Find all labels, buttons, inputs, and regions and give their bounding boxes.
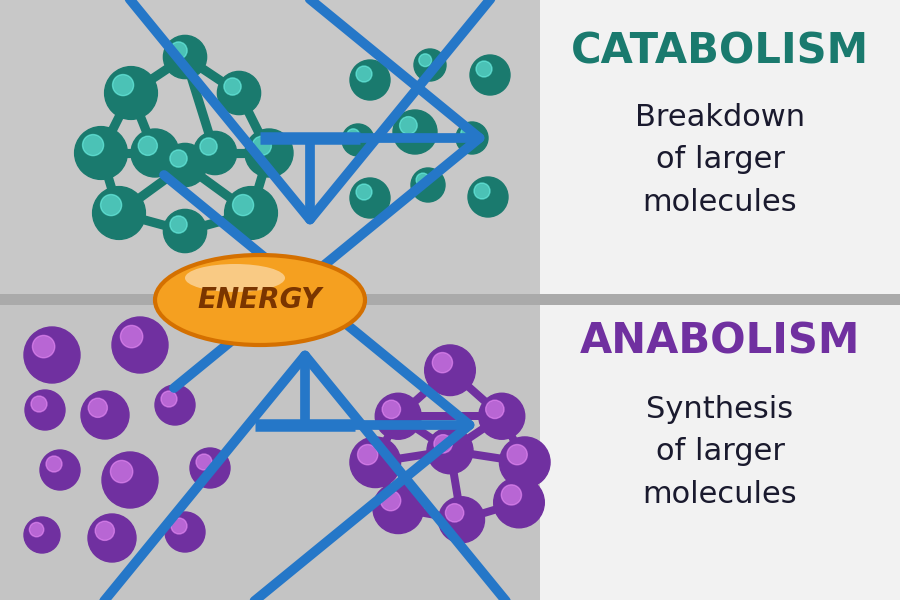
- Ellipse shape: [155, 255, 365, 345]
- Bar: [0, 0, 540, 300]
- Circle shape: [494, 477, 544, 528]
- Circle shape: [171, 518, 187, 534]
- Bar: [0, 294, 900, 305]
- Circle shape: [88, 514, 136, 562]
- Circle shape: [356, 66, 372, 82]
- Circle shape: [75, 127, 128, 179]
- Circle shape: [373, 483, 424, 533]
- Circle shape: [81, 391, 129, 439]
- Circle shape: [350, 178, 390, 218]
- Circle shape: [346, 129, 360, 142]
- Circle shape: [200, 138, 217, 155]
- Circle shape: [164, 35, 207, 79]
- Circle shape: [225, 187, 277, 239]
- Circle shape: [507, 445, 527, 465]
- Circle shape: [40, 450, 80, 490]
- Circle shape: [350, 437, 400, 488]
- Ellipse shape: [185, 264, 285, 292]
- Circle shape: [95, 521, 114, 541]
- Circle shape: [101, 194, 122, 215]
- Circle shape: [164, 209, 207, 253]
- Circle shape: [501, 485, 521, 505]
- Circle shape: [112, 74, 133, 95]
- Circle shape: [381, 491, 400, 511]
- Circle shape: [165, 512, 205, 552]
- Circle shape: [418, 54, 432, 67]
- Circle shape: [400, 116, 418, 134]
- Circle shape: [224, 78, 241, 95]
- Circle shape: [393, 110, 437, 154]
- Circle shape: [164, 143, 207, 187]
- Circle shape: [486, 400, 504, 419]
- Circle shape: [25, 390, 65, 430]
- Circle shape: [245, 129, 293, 177]
- Circle shape: [24, 327, 80, 383]
- Bar: [540, 0, 900, 300]
- Text: Breakdown
of larger
molecules: Breakdown of larger molecules: [634, 103, 806, 217]
- Circle shape: [46, 456, 62, 472]
- Circle shape: [476, 61, 492, 77]
- Circle shape: [93, 187, 146, 239]
- Circle shape: [425, 345, 475, 395]
- Circle shape: [432, 353, 453, 373]
- Circle shape: [357, 445, 378, 465]
- Circle shape: [252, 136, 272, 155]
- Circle shape: [342, 124, 374, 156]
- Circle shape: [131, 129, 179, 177]
- Circle shape: [350, 60, 390, 100]
- Circle shape: [111, 460, 133, 483]
- Text: Synthesis
of larger
molecules: Synthesis of larger molecules: [643, 395, 797, 509]
- Circle shape: [411, 168, 445, 202]
- Circle shape: [356, 184, 372, 200]
- Bar: [540, 300, 900, 600]
- Circle shape: [104, 67, 158, 119]
- Text: ENERGY: ENERGY: [198, 286, 322, 314]
- Circle shape: [470, 55, 510, 95]
- Circle shape: [382, 400, 400, 419]
- Circle shape: [456, 122, 488, 154]
- Circle shape: [190, 448, 230, 488]
- Circle shape: [446, 503, 464, 522]
- Circle shape: [170, 42, 187, 59]
- Bar: [542, 302, 898, 598]
- Circle shape: [468, 177, 508, 217]
- Circle shape: [31, 396, 47, 412]
- Circle shape: [434, 434, 453, 453]
- Circle shape: [88, 398, 107, 418]
- Circle shape: [24, 517, 60, 553]
- Circle shape: [161, 391, 177, 407]
- Circle shape: [112, 317, 168, 373]
- Circle shape: [30, 523, 44, 537]
- Circle shape: [32, 335, 55, 358]
- Bar: [542, 2, 898, 298]
- Circle shape: [102, 452, 158, 508]
- Circle shape: [414, 49, 446, 81]
- Text: ANABOLISM: ANABOLISM: [580, 321, 860, 363]
- Circle shape: [218, 71, 261, 115]
- Circle shape: [83, 134, 104, 155]
- Circle shape: [461, 127, 473, 140]
- Circle shape: [170, 150, 187, 167]
- Circle shape: [416, 173, 429, 187]
- Circle shape: [155, 385, 195, 425]
- Circle shape: [438, 497, 484, 543]
- Circle shape: [427, 428, 473, 474]
- Circle shape: [500, 437, 550, 488]
- Circle shape: [194, 131, 237, 175]
- Circle shape: [375, 393, 421, 439]
- Circle shape: [474, 183, 490, 199]
- Circle shape: [170, 216, 187, 233]
- Text: CATABOLISM: CATABOLISM: [571, 31, 869, 73]
- Circle shape: [139, 136, 158, 155]
- Circle shape: [479, 393, 525, 439]
- Bar: [0, 300, 540, 600]
- Circle shape: [121, 325, 143, 348]
- Circle shape: [196, 454, 212, 470]
- Circle shape: [232, 194, 254, 215]
